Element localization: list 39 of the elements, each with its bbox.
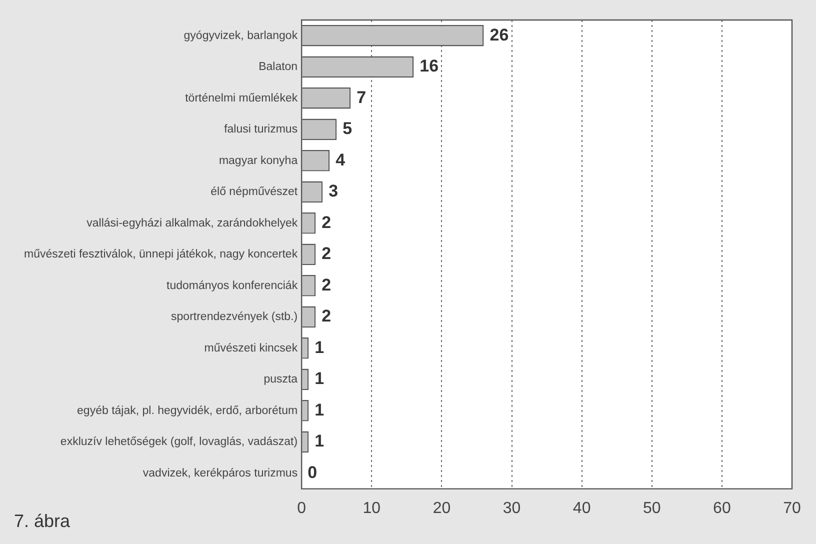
- y-tick-label: élő népművészet: [210, 186, 298, 198]
- x-tick-label: 30: [502, 500, 521, 517]
- y-tick-label: művészeti kincsek: [204, 342, 298, 354]
- data-label: 3: [328, 182, 338, 201]
- text: 7. ábra: [14, 511, 70, 532]
- y-tick-label: Balaton: [258, 61, 298, 74]
- y-tick-label: történelmi műemlékek: [185, 92, 298, 104]
- data-label: 0: [308, 462, 318, 482]
- y-tick-label: vadvizek, kerékpáros turizmus: [142, 467, 298, 480]
- y-tick-label: sportrendezvények (stb.): [171, 311, 298, 324]
- data-label: 1: [314, 338, 324, 357]
- x-tick-label: 40: [572, 500, 591, 517]
- data-label: 1: [314, 432, 324, 451]
- data-label: 2: [322, 306, 332, 326]
- data-label: 2: [322, 275, 332, 294]
- x-tick-label: 50: [642, 500, 661, 517]
- data-label: 1: [314, 400, 324, 420]
- x-tick-label: 60: [713, 500, 731, 517]
- y-tick-label: vallási-egyházi alkalmak, zarándokhelyek: [86, 217, 298, 230]
- y-tick-label: puszta: [264, 374, 298, 386]
- data-label: 4: [336, 150, 346, 170]
- y-tick-label: exkluzív lehetőségek (golf, lovaglás, vadászat): [60, 436, 298, 448]
- data-label: 7: [356, 88, 366, 107]
- y-tick-label: gyógyvizek, barlangok: [184, 30, 298, 42]
- y-tick-label: falusi turizmus: [224, 124, 298, 136]
- y-tick-label: egyéb tájak, pl. hegyvidék, erdő, arborétum: [77, 404, 298, 417]
- x-tick-label: 20: [432, 500, 451, 517]
- x-tick-label: 0: [297, 500, 306, 517]
- y-tick-label: tudományos konferenciák: [166, 280, 298, 292]
- y-tick-label: művészeti fesztiválok, ünnepi játékok, nagy koncertek: [24, 248, 298, 261]
- y-tick-label: magyar konyha: [218, 154, 298, 167]
- x-tick-label: 70: [783, 500, 801, 517]
- data-label: 1: [314, 369, 324, 388]
- x-tick-label: 10: [362, 500, 381, 517]
- data-label: 5: [342, 119, 352, 138]
- data-label: 2: [322, 212, 332, 232]
- data-label: 26: [490, 25, 509, 44]
- data-label: 16: [420, 56, 439, 76]
- data-label: 2: [322, 244, 332, 264]
